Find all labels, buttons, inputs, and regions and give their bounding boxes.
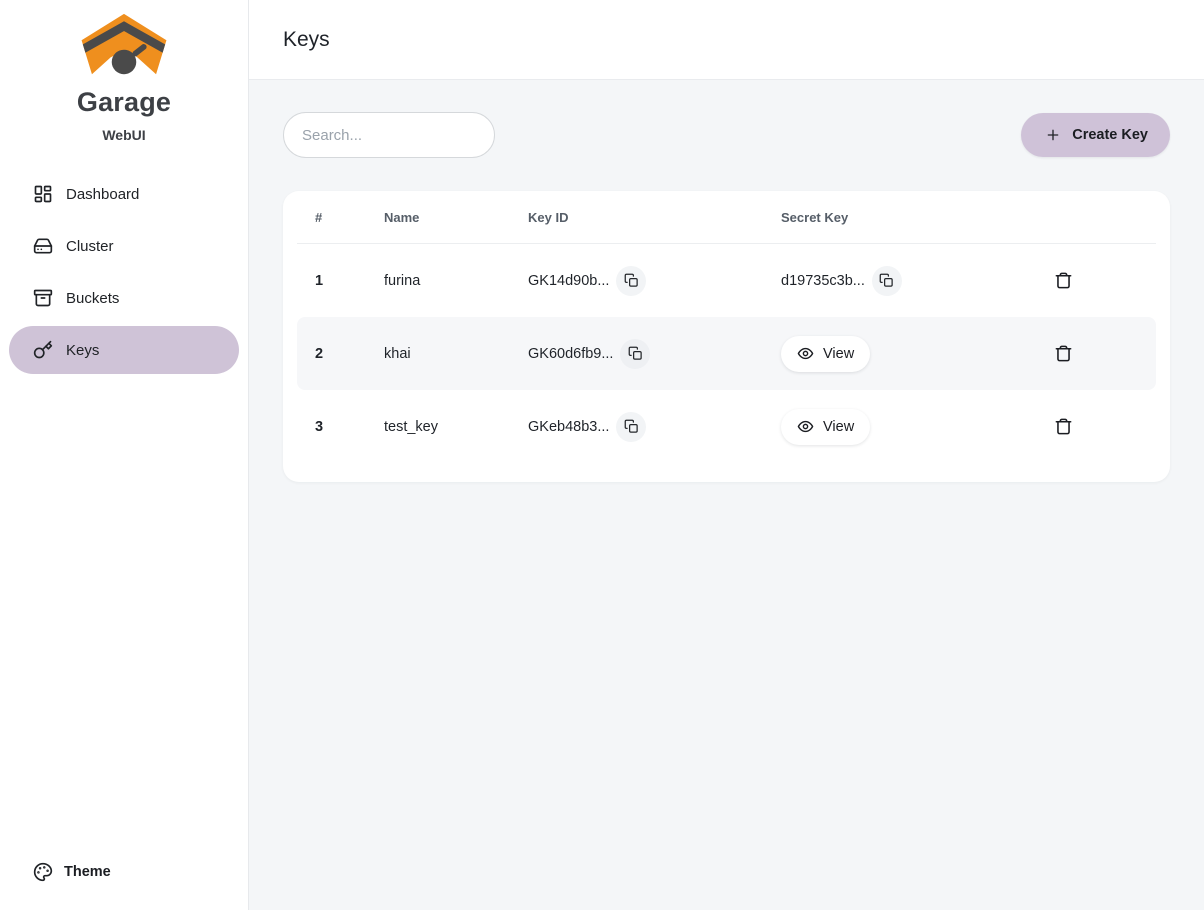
sidebar-item-label: Buckets — [66, 289, 120, 307]
key-id-cell: GKeb48b3... — [510, 411, 763, 442]
delete-key-button[interactable] — [1045, 336, 1081, 372]
eye-icon — [797, 347, 814, 360]
copy-key-id-button[interactable] — [620, 338, 651, 369]
copy-key-id-button[interactable] — [616, 411, 647, 442]
copy-icon — [879, 273, 894, 287]
copy-icon — [624, 273, 638, 287]
key-id-value: GK60d6fb9... — [528, 345, 614, 362]
palette-icon — [33, 862, 53, 882]
sidebar-item-buckets[interactable]: Buckets — [9, 274, 239, 322]
column-header-secret-key: Secret Key — [781, 209, 849, 225]
actions-cell — [1033, 336, 1156, 372]
secret-key-cell: View — [763, 335, 1033, 372]
theme-button[interactable]: Theme — [9, 852, 239, 892]
row-index: 1 — [315, 272, 324, 289]
search-input[interactable] — [283, 112, 495, 158]
row-index: 3 — [315, 418, 324, 435]
create-key-button[interactable]: Create Key — [1021, 113, 1170, 157]
sidebar: Garage WebUI Dashboard — [0, 0, 249, 910]
column-header-index: # — [315, 209, 323, 225]
view-button-label: View — [823, 418, 855, 435]
secret-key-cell: View — [763, 408, 1033, 445]
create-key-label: Create Key — [1072, 127, 1148, 143]
sidebar-footer: Theme — [0, 852, 248, 910]
keys-table-card: # Name Key ID Secret Key 1 furina GK14d9… — [283, 191, 1170, 482]
logo-block: Garage WebUI — [0, 0, 248, 143]
toolbar: Create Key — [283, 112, 1170, 158]
view-secret-button[interactable]: View — [781, 335, 871, 372]
actions-cell — [1033, 263, 1156, 299]
table-row: 3 test_key GKeb48b3... View — [297, 390, 1156, 463]
key-id-cell: GK60d6fb9... — [510, 338, 763, 369]
content-area: Create Key # Name Key ID Secret Key 1 fu… — [249, 80, 1204, 910]
app-name: Garage — [76, 87, 172, 117]
row-index: 2 — [315, 345, 324, 362]
key-name: test_key — [384, 418, 438, 435]
view-button-label: View — [823, 345, 855, 362]
key-id-value: GK14d90b... — [528, 272, 610, 289]
sidebar-item-dashboard[interactable]: Dashboard — [9, 170, 239, 218]
garage-logo-icon — [81, 13, 167, 75]
sidebar-item-keys[interactable]: Keys — [9, 326, 239, 374]
page-header: Keys — [249, 0, 1204, 80]
table-row: 1 furina GK14d90b... d19735c3b... — [297, 244, 1156, 317]
key-id-cell: GK14d90b... — [510, 265, 763, 296]
plus-icon — [1043, 125, 1063, 145]
copy-icon — [628, 346, 642, 360]
actions-cell — [1033, 409, 1156, 445]
page-title: Keys — [283, 27, 330, 51]
secret-key-value: d19735c3b... — [781, 272, 865, 289]
main-area: Keys Create Key # Name Key I — [249, 0, 1204, 910]
eye-icon — [797, 420, 814, 433]
copy-key-id-button[interactable] — [616, 265, 647, 296]
theme-label: Theme — [64, 864, 111, 880]
table-body: 1 furina GK14d90b... d19735c3b... — [297, 244, 1156, 463]
key-id-value: GKeb48b3... — [528, 418, 610, 435]
key-icon — [33, 340, 53, 360]
trash-icon — [1055, 272, 1071, 289]
dashboard-grid-icon — [33, 184, 53, 204]
key-name: furina — [384, 272, 421, 289]
hard-drive-icon — [33, 236, 53, 256]
table-row: 2 khai GK60d6fb9... View — [297, 317, 1156, 390]
sidebar-nav: Dashboard Cluster — [0, 170, 248, 378]
delete-key-button[interactable] — [1045, 263, 1081, 299]
sidebar-item-label: Keys — [66, 341, 100, 359]
column-header-name: Name — [384, 209, 420, 225]
delete-key-button[interactable] — [1045, 409, 1081, 445]
app-subtitle: WebUI — [102, 127, 146, 143]
column-header-key-id: Key ID — [528, 209, 569, 225]
copy-icon — [624, 419, 638, 433]
archive-box-icon — [33, 288, 53, 308]
trash-icon — [1055, 345, 1071, 362]
sidebar-item-label: Dashboard — [66, 185, 140, 203]
table-header-row: # Name Key ID Secret Key — [297, 191, 1156, 244]
sidebar-item-cluster[interactable]: Cluster — [9, 222, 239, 270]
view-secret-button[interactable]: View — [781, 408, 871, 445]
key-name: khai — [384, 345, 411, 362]
copy-secret-key-button[interactable] — [871, 265, 902, 296]
secret-key-cell: d19735c3b... — [763, 265, 1033, 296]
trash-icon — [1055, 418, 1071, 435]
sidebar-item-label: Cluster — [66, 237, 114, 255]
